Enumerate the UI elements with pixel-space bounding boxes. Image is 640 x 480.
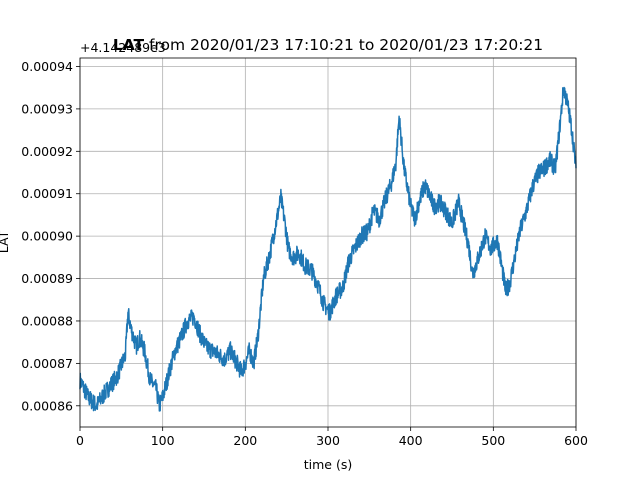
y-axis-offset-text: +4.142489e3: [80, 40, 166, 55]
x-tick-label: 500: [481, 433, 505, 448]
x-tick-label: 600: [564, 433, 588, 448]
x-tick-label: 300: [316, 433, 340, 448]
chart-title-rest: from 2020/01/23 17:10:21 to 2020/01/23 1…: [144, 36, 543, 54]
y-tick-label: 0.00094: [21, 59, 73, 74]
x-tick-label: 100: [151, 433, 175, 448]
y-tick-label: 0.00090: [21, 229, 73, 244]
y-tick-label: 0.00089: [21, 271, 73, 286]
chart-title-bold: LAT: [113, 36, 145, 54]
grid-layer: [79, 58, 577, 427]
lat-series-line: [79, 86, 577, 412]
y-tick-label: 0.00092: [21, 144, 73, 159]
y-tick-label: 0.00087: [21, 356, 73, 371]
x-tick-label: 400: [399, 433, 423, 448]
x-tick-label: 200: [233, 433, 257, 448]
series-layer: [79, 86, 577, 412]
chart-title: LAT from 2020/01/23 17:10:21 to 2020/01/…: [113, 36, 543, 54]
x-tick-label: 0: [76, 433, 84, 448]
y-axis-label: LAT: [0, 230, 11, 253]
y-tick-label: 0.00093: [21, 101, 73, 116]
tick-layer: 0 100 200 300 400 500 600 0.00086 0.00087 0.00088…: [21, 59, 588, 448]
y-tick-label: 0.00091: [21, 186, 73, 201]
x-axis-label: time (s): [304, 457, 352, 472]
y-tick-label: 0.00086: [21, 398, 73, 413]
y-tick-label: 0.00088: [21, 313, 73, 328]
